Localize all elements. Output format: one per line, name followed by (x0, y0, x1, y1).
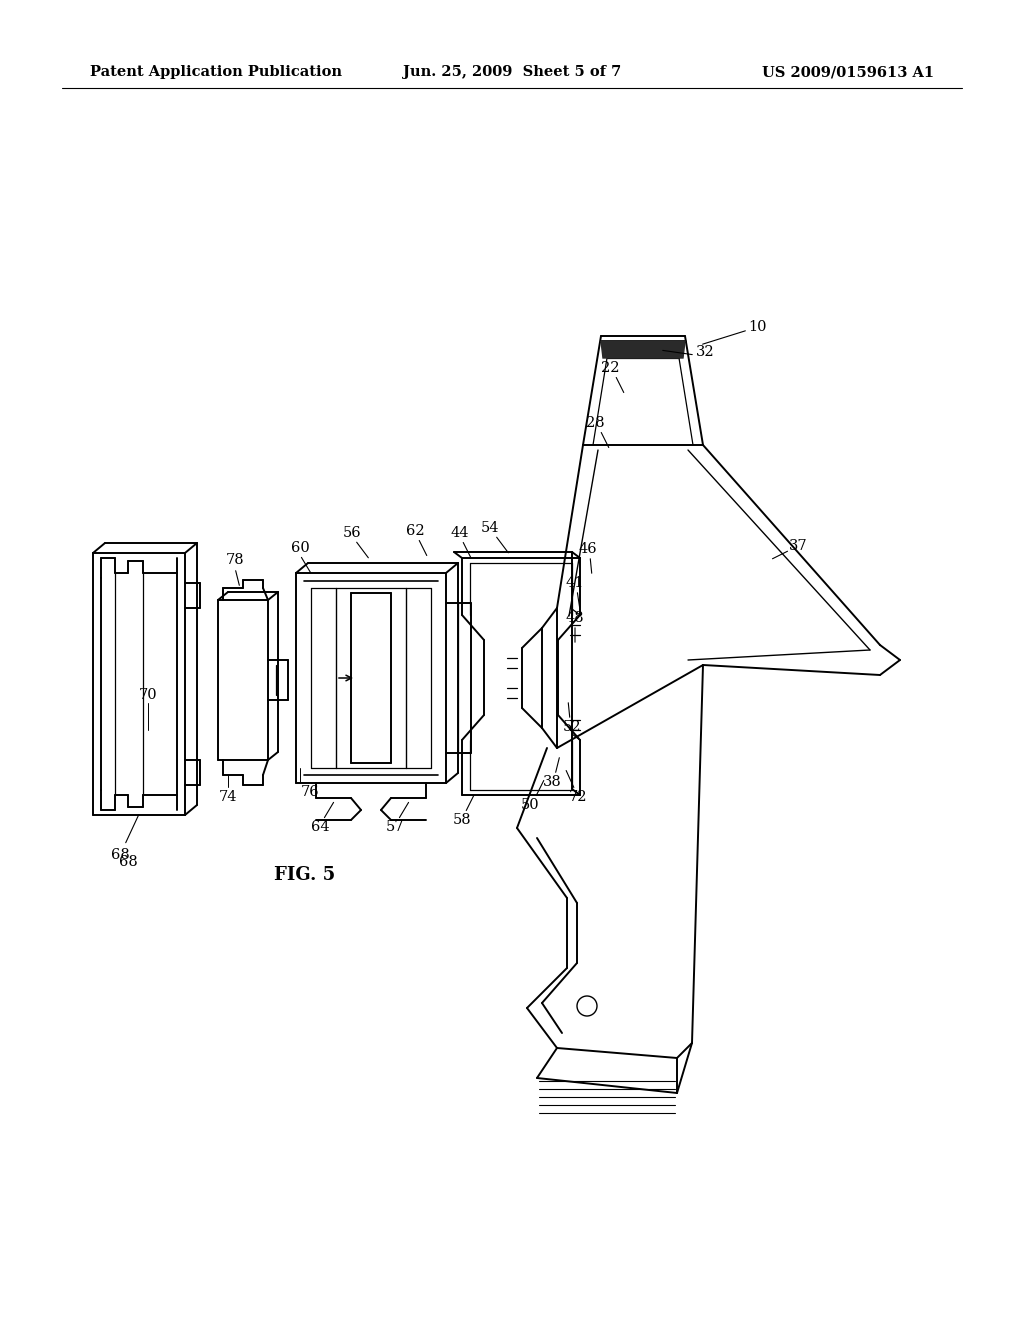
Text: 41: 41 (566, 576, 584, 590)
Text: 46: 46 (579, 543, 597, 556)
Text: 64: 64 (310, 820, 330, 834)
Text: 54: 54 (480, 521, 500, 535)
Text: 72: 72 (568, 789, 587, 804)
Text: 58: 58 (453, 813, 471, 828)
Text: 70: 70 (138, 688, 158, 702)
Text: 74: 74 (219, 789, 238, 804)
Text: 38: 38 (543, 775, 561, 789)
Text: 37: 37 (788, 539, 807, 553)
Text: 68: 68 (119, 855, 137, 869)
Text: Jun. 25, 2009  Sheet 5 of 7: Jun. 25, 2009 Sheet 5 of 7 (402, 65, 622, 79)
Text: 60: 60 (291, 541, 309, 554)
Text: 68: 68 (111, 814, 139, 862)
Text: US 2009/0159613 A1: US 2009/0159613 A1 (762, 65, 934, 79)
Text: FIG. 5: FIG. 5 (274, 866, 336, 884)
Polygon shape (601, 341, 685, 358)
Text: 56: 56 (343, 525, 361, 540)
Text: Patent Application Publication: Patent Application Publication (90, 65, 342, 79)
Text: 50: 50 (520, 799, 540, 812)
Text: 57: 57 (386, 820, 404, 834)
Text: 78: 78 (225, 553, 245, 568)
Text: 76: 76 (301, 785, 319, 799)
Text: 28: 28 (586, 416, 604, 430)
Text: 48: 48 (565, 611, 585, 624)
Text: 32: 32 (695, 345, 715, 359)
Text: 10: 10 (748, 319, 766, 334)
Text: 62: 62 (406, 524, 424, 539)
Text: 22: 22 (601, 360, 620, 375)
Text: 44: 44 (451, 525, 469, 540)
Text: 52: 52 (563, 719, 582, 734)
